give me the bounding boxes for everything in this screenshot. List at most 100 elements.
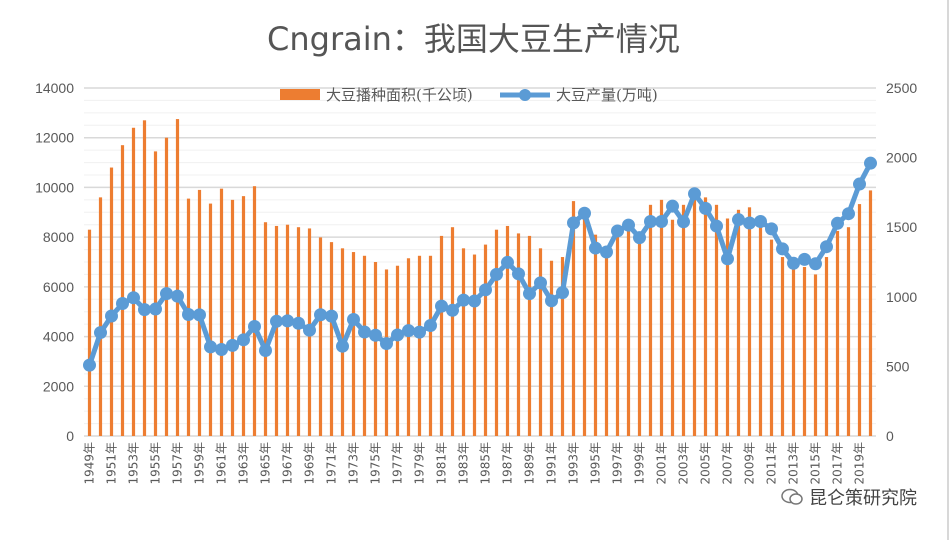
- y-left-tick: 8000: [43, 229, 74, 245]
- bar: [329, 242, 334, 436]
- bar: [791, 266, 796, 436]
- line-point: [490, 267, 503, 281]
- line-point: [204, 340, 217, 354]
- bar: [593, 234, 598, 436]
- bar: [318, 237, 323, 436]
- x-tick: 1995年: [589, 442, 603, 485]
- x-tick: 2003年: [677, 442, 691, 485]
- watermark-text: 昆仑策研究院: [809, 488, 917, 509]
- line-point: [589, 241, 602, 255]
- legend-bar-label: 大豆播种面积(千公顷): [326, 86, 473, 104]
- bar: [813, 274, 818, 436]
- bar: [494, 229, 499, 436]
- line-point: [270, 314, 283, 328]
- bar: [648, 204, 653, 436]
- bar: [747, 207, 752, 436]
- bar: [659, 199, 664, 436]
- x-tick: 2007年: [721, 442, 735, 485]
- x-tick: 1955年: [149, 442, 163, 485]
- line-point: [512, 267, 525, 281]
- line-point: [523, 287, 536, 301]
- bar: [274, 225, 279, 436]
- legend-line-label: 大豆产量(万吨): [556, 86, 658, 104]
- line-point: [600, 245, 613, 259]
- line-point: [754, 214, 767, 228]
- line-point: [193, 308, 206, 322]
- bar: [164, 137, 169, 436]
- y-left-tick: 12000: [35, 130, 74, 146]
- line-point: [842, 207, 855, 221]
- bar: [417, 255, 422, 436]
- bar: [670, 219, 675, 436]
- x-tick: 1957年: [171, 442, 185, 485]
- line-point: [688, 187, 701, 201]
- y-left-tick: 10000: [35, 179, 74, 195]
- x-tick: 2013年: [787, 442, 801, 485]
- x-tick: 1971年: [325, 442, 339, 485]
- line-point: [259, 344, 272, 358]
- bar: [615, 228, 620, 436]
- line-point: [677, 215, 690, 229]
- line-point: [864, 156, 877, 170]
- bar: [692, 197, 697, 436]
- bar: [780, 257, 785, 436]
- line-point: [655, 214, 668, 228]
- bar: [428, 255, 433, 436]
- x-tick: 1999年: [633, 442, 647, 485]
- line-point: [314, 308, 327, 322]
- y-right-tick: 0: [886, 428, 894, 444]
- legend-line-marker: [519, 89, 531, 101]
- line-point: [556, 286, 569, 300]
- line-point: [732, 213, 745, 227]
- line-point: [809, 257, 822, 271]
- x-tick: 1991年: [545, 442, 559, 485]
- line-point: [358, 325, 371, 339]
- y-right-tick: 2000: [886, 150, 917, 166]
- bar: [571, 201, 576, 436]
- line-point: [413, 325, 426, 339]
- x-tick: 1951年: [105, 442, 119, 485]
- bar: [505, 225, 510, 436]
- line-point: [798, 252, 811, 266]
- line-point: [567, 216, 580, 230]
- line-point: [380, 337, 393, 351]
- bar: [241, 196, 246, 436]
- line-point: [160, 287, 173, 301]
- line-point: [215, 343, 228, 357]
- x-tick: 1973年: [347, 442, 361, 485]
- line-point: [468, 294, 481, 308]
- production-line: [87, 162, 873, 366]
- y-left-tick: 0: [66, 428, 74, 444]
- x-tick: 1983年: [457, 442, 471, 485]
- bar: [450, 227, 455, 436]
- bar: [406, 258, 411, 436]
- watermark: 昆仑策研究院: [781, 484, 917, 510]
- bar: [736, 209, 741, 436]
- line-point: [127, 291, 140, 305]
- x-tick: 1963年: [237, 442, 251, 485]
- bar: [219, 188, 224, 436]
- line-point: [479, 283, 492, 297]
- bar: [626, 224, 631, 436]
- bar: [208, 203, 213, 436]
- bar: [560, 257, 565, 436]
- x-tick: 1967年: [281, 442, 295, 485]
- line-point: [820, 240, 833, 254]
- line-point: [292, 316, 305, 330]
- bar: [373, 262, 378, 436]
- bar: [769, 239, 774, 436]
- bar: [252, 186, 257, 436]
- bar: [802, 266, 807, 436]
- line-point: [501, 255, 514, 269]
- line-point: [402, 324, 415, 338]
- line-point: [347, 312, 360, 326]
- bar: [109, 167, 114, 437]
- line-point: [743, 216, 756, 230]
- y-left-tick: 14000: [35, 80, 74, 96]
- line-point: [226, 338, 239, 352]
- bar: [483, 244, 488, 436]
- bar: [131, 127, 136, 437]
- line-point: [644, 214, 657, 228]
- bar: [527, 235, 532, 436]
